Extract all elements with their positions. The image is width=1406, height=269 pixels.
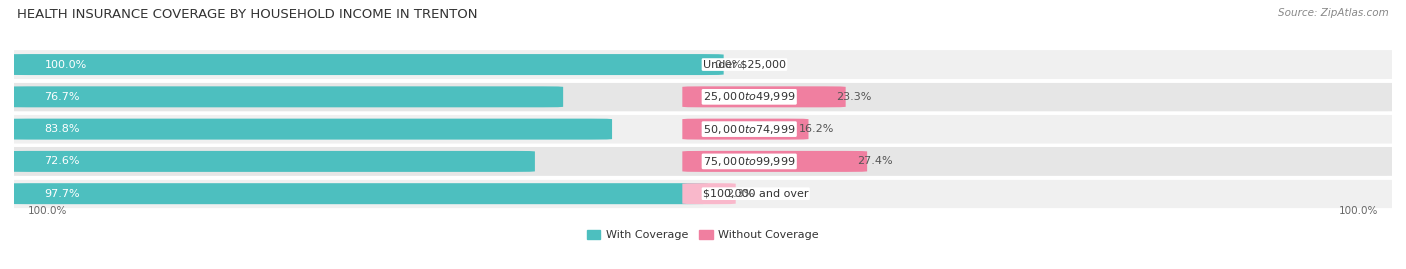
Text: $100,000 and over: $100,000 and over <box>703 189 808 199</box>
FancyBboxPatch shape <box>7 151 534 172</box>
FancyBboxPatch shape <box>0 146 1406 177</box>
FancyBboxPatch shape <box>682 119 808 140</box>
Text: 2.3%: 2.3% <box>725 189 755 199</box>
Text: $25,000 to $49,999: $25,000 to $49,999 <box>703 90 796 103</box>
FancyBboxPatch shape <box>7 183 707 204</box>
Text: 76.7%: 76.7% <box>45 92 80 102</box>
Text: 100.0%: 100.0% <box>28 206 67 217</box>
FancyBboxPatch shape <box>0 114 1406 145</box>
Text: 0.0%: 0.0% <box>714 59 742 70</box>
Text: 100.0%: 100.0% <box>45 59 87 70</box>
Text: 100.0%: 100.0% <box>1339 206 1378 217</box>
Text: 16.2%: 16.2% <box>799 124 834 134</box>
FancyBboxPatch shape <box>7 119 612 140</box>
FancyBboxPatch shape <box>0 81 1406 112</box>
FancyBboxPatch shape <box>682 151 868 172</box>
Text: $50,000 to $74,999: $50,000 to $74,999 <box>703 123 796 136</box>
Text: 97.7%: 97.7% <box>45 189 80 199</box>
FancyBboxPatch shape <box>682 86 845 107</box>
Text: Under $25,000: Under $25,000 <box>703 59 786 70</box>
Text: HEALTH INSURANCE COVERAGE BY HOUSEHOLD INCOME IN TRENTON: HEALTH INSURANCE COVERAGE BY HOUSEHOLD I… <box>17 8 478 21</box>
Text: Source: ZipAtlas.com: Source: ZipAtlas.com <box>1278 8 1389 18</box>
Legend: With Coverage, Without Coverage: With Coverage, Without Coverage <box>582 225 824 245</box>
FancyBboxPatch shape <box>0 49 1406 80</box>
FancyBboxPatch shape <box>7 54 724 75</box>
Text: 83.8%: 83.8% <box>45 124 80 134</box>
Text: 72.6%: 72.6% <box>45 156 80 167</box>
FancyBboxPatch shape <box>682 183 735 204</box>
Text: 27.4%: 27.4% <box>858 156 893 167</box>
FancyBboxPatch shape <box>0 178 1406 209</box>
Text: $75,000 to $99,999: $75,000 to $99,999 <box>703 155 796 168</box>
Text: 23.3%: 23.3% <box>837 92 872 102</box>
FancyBboxPatch shape <box>7 86 564 107</box>
